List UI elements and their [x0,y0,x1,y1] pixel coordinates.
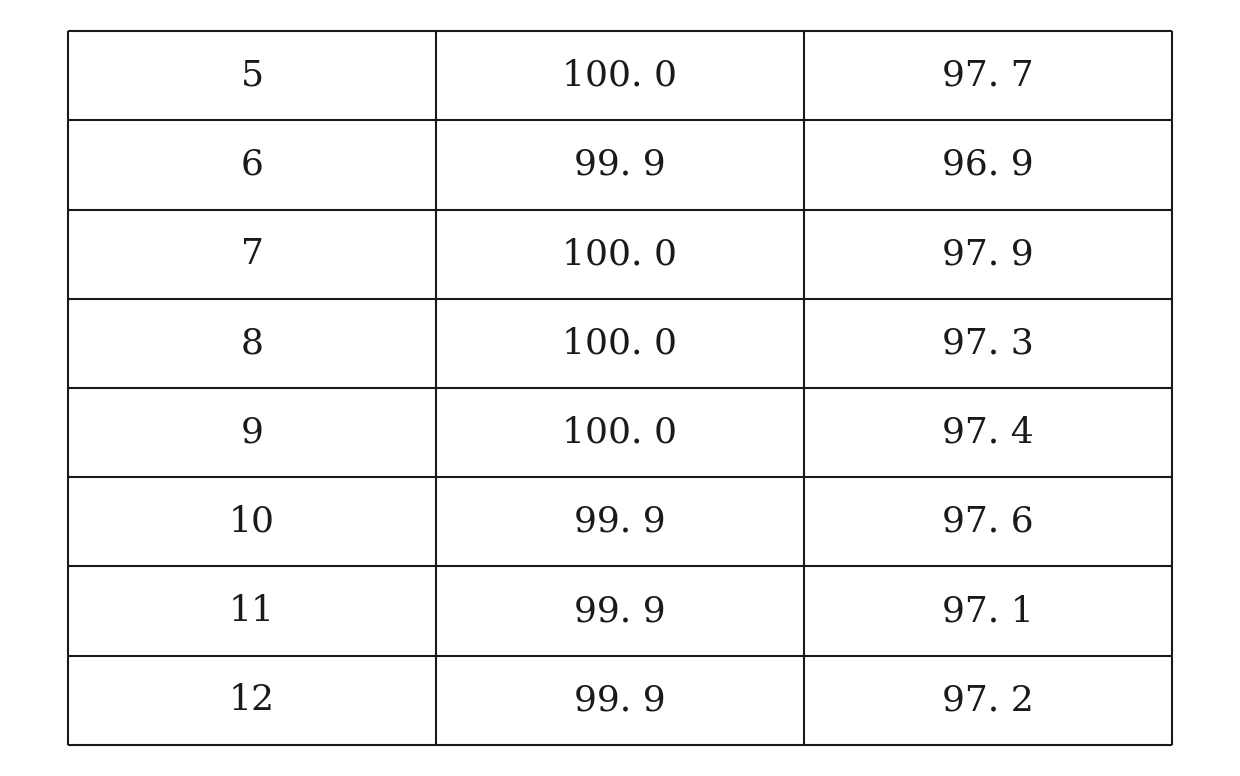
Text: 6: 6 [241,148,264,182]
Text: 11: 11 [229,594,275,628]
Text: 97. 1: 97. 1 [942,594,1034,628]
Text: 9: 9 [241,416,264,449]
Text: 99. 9: 99. 9 [574,594,666,628]
Text: 97. 7: 97. 7 [942,59,1034,92]
Text: 97. 2: 97. 2 [942,684,1034,717]
Text: 97. 9: 97. 9 [942,237,1034,271]
Text: 5: 5 [241,59,264,92]
Text: 12: 12 [229,684,275,717]
Text: 100. 0: 100. 0 [563,237,677,271]
Text: 97. 3: 97. 3 [942,327,1034,360]
Text: 100. 0: 100. 0 [563,327,677,360]
Text: 97. 6: 97. 6 [942,505,1034,539]
Text: 10: 10 [229,505,275,539]
Text: 99. 9: 99. 9 [574,505,666,539]
Text: 99. 9: 99. 9 [574,684,666,717]
Text: 100. 0: 100. 0 [563,59,677,92]
Text: 8: 8 [241,327,264,360]
Text: 7: 7 [241,237,264,271]
Text: 97. 4: 97. 4 [942,416,1034,449]
Text: 96. 9: 96. 9 [942,148,1034,182]
Text: 99. 9: 99. 9 [574,148,666,182]
Text: 100. 0: 100. 0 [563,416,677,449]
